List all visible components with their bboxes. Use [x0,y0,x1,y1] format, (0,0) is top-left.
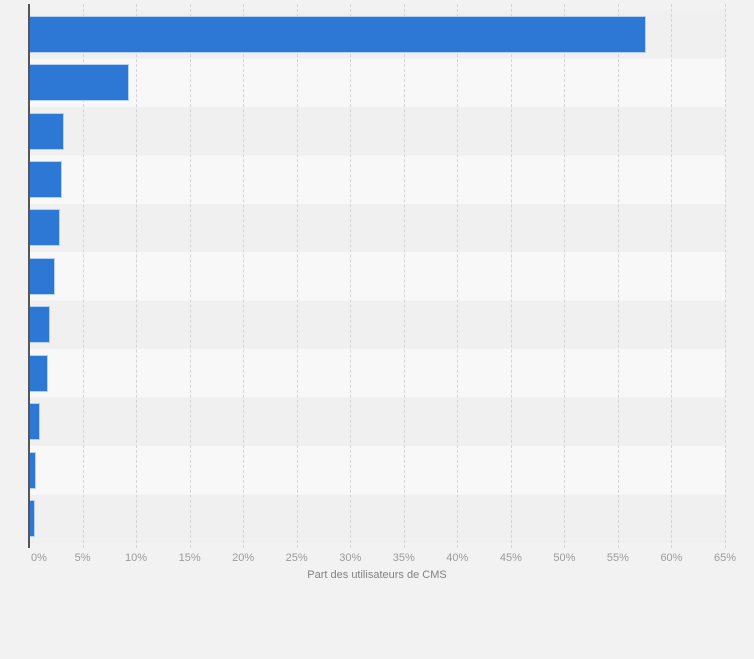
x-tick-label: 60% [660,552,683,564]
x-tick-label: 5% [74,552,91,564]
x-tick-label: 0% [31,552,47,564]
gridline [725,4,726,548]
x-tick-label: 55% [606,552,629,564]
bar-row [29,398,725,446]
bar [29,354,49,392]
x-tick-label: 25% [285,552,308,564]
x-tick-label: 40% [446,552,469,564]
bar [29,161,63,199]
bar-row [29,252,725,300]
x-tick-label: 20% [232,552,255,564]
bar-row [29,58,725,106]
bar-series [29,10,725,543]
bar [29,209,61,247]
bar [29,15,646,53]
bar-row [29,301,725,349]
bar-row [29,349,725,397]
x-axis-tick-labels: 0% 5% 10% 15% 20% 25% 30% 35% 40% 45% 50% 55% 60% 65% [0,551,754,566]
bar [29,403,40,441]
x-tick-label: 45% [499,552,522,564]
x-axis-title: Part des utilisateurs de CMS [307,569,447,581]
bar [29,257,55,295]
bar [29,112,65,150]
bar [29,451,37,489]
bar [29,64,129,102]
plot-area [29,10,725,543]
y-axis-line [28,4,30,548]
bar [29,306,51,344]
bar-row [29,446,725,494]
bar-row [29,204,725,252]
x-tick-label: 15% [178,552,201,564]
x-tick-label: 10% [125,552,148,564]
x-tick-label: 30% [339,552,362,564]
x-tick-label: 35% [392,552,415,564]
bar-row [29,494,725,542]
x-tick-label: 65% [713,552,737,564]
bar-row [29,155,725,203]
bar-row [29,10,725,58]
bar-row [29,107,725,155]
x-tick-label: 50% [553,552,576,564]
bar [29,500,36,538]
